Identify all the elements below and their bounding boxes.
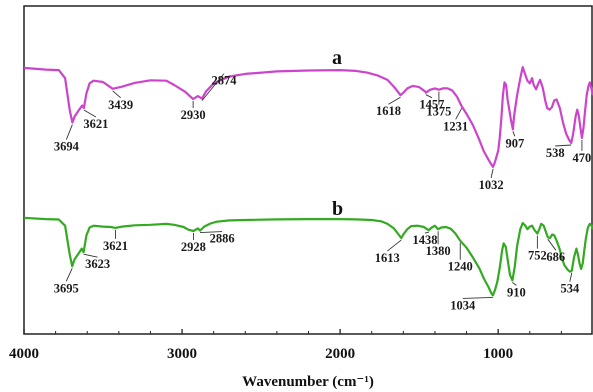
peak-leader-line: [83, 109, 97, 118]
peak-leader-line: [569, 272, 573, 282]
peak-leader-line: [512, 282, 517, 286]
peak-label-b-534: 534: [560, 282, 580, 296]
peak-label-a-3694: 3694: [54, 140, 80, 154]
peak-leader-line: [65, 124, 73, 140]
peak-label-b-910: 910: [507, 285, 526, 299]
peak-label-b-1438: 1438: [412, 233, 437, 247]
peak-label-b-686: 686: [546, 250, 565, 264]
peak-leader-line: [201, 73, 225, 101]
peak-leader-line: [425, 94, 433, 99]
peak-label-a-1032: 1032: [479, 178, 504, 192]
peak-leader-line: [200, 231, 223, 234]
peak-label-a-3621: 3621: [83, 117, 108, 131]
peak-label-a-2930: 2930: [181, 108, 206, 122]
peak-label-b-752: 752: [528, 249, 547, 263]
peak-label-a-470: 470: [573, 151, 592, 165]
peak-leader-line: [387, 239, 402, 252]
peak-label-b-2928: 2928: [181, 240, 206, 254]
peak-label-a-1375: 1375: [426, 105, 451, 119]
peak-leader-line: [388, 96, 401, 105]
series-layer: [23, 66, 593, 297]
peak-label-a-1231: 1231: [443, 119, 468, 133]
peak-leader-line: [555, 144, 572, 147]
peak-label-b-3695: 3695: [54, 281, 79, 295]
peak-leader-line: [83, 253, 98, 258]
peak-label-b-1240: 1240: [448, 260, 473, 274]
x-tick-label: 1000: [483, 346, 513, 362]
peak-leader-line: [455, 108, 463, 120]
series-label-b: b: [332, 198, 343, 220]
peak-leader-line: [424, 231, 430, 234]
peak-label-b-3623: 3623: [85, 257, 110, 271]
series-line-a: [23, 66, 593, 168]
peak-leader-line: [512, 131, 516, 137]
peak-leader-line: [547, 238, 557, 251]
peak-label-a-538: 538: [546, 146, 565, 160]
peak-label-b-1034: 1034: [450, 298, 476, 312]
peak-leader-line: [490, 168, 494, 178]
peak-label-b-2886: 2886: [210, 232, 235, 246]
series-label-a: a: [332, 47, 342, 69]
peak-label-a-907: 907: [505, 136, 524, 150]
peak-leader-line: [112, 90, 121, 99]
peak-label-a-1457: 1457: [419, 98, 444, 112]
peak-label-a-2874: 2874: [211, 74, 237, 88]
x-axis-title: Wavenumber (cm⁻¹): [242, 374, 374, 390]
series-line-b: [23, 216, 593, 297]
x-axis: 4000 3000 2000 1000: [9, 329, 562, 362]
peak-label-a-1618: 1618: [376, 104, 401, 118]
peak-label-b-3621: 3621: [103, 239, 128, 253]
peak-label-b-1380: 1380: [426, 244, 451, 258]
peak-leader-line: [65, 268, 73, 282]
peak-label-b-1613: 1613: [375, 251, 400, 265]
x-tick-label: 3000: [167, 346, 197, 362]
peak-label-a-3439: 3439: [108, 98, 133, 112]
x-tick-label: 2000: [325, 346, 355, 362]
peak-leader-line: [462, 296, 493, 299]
x-tick-label: 4000: [9, 346, 39, 362]
